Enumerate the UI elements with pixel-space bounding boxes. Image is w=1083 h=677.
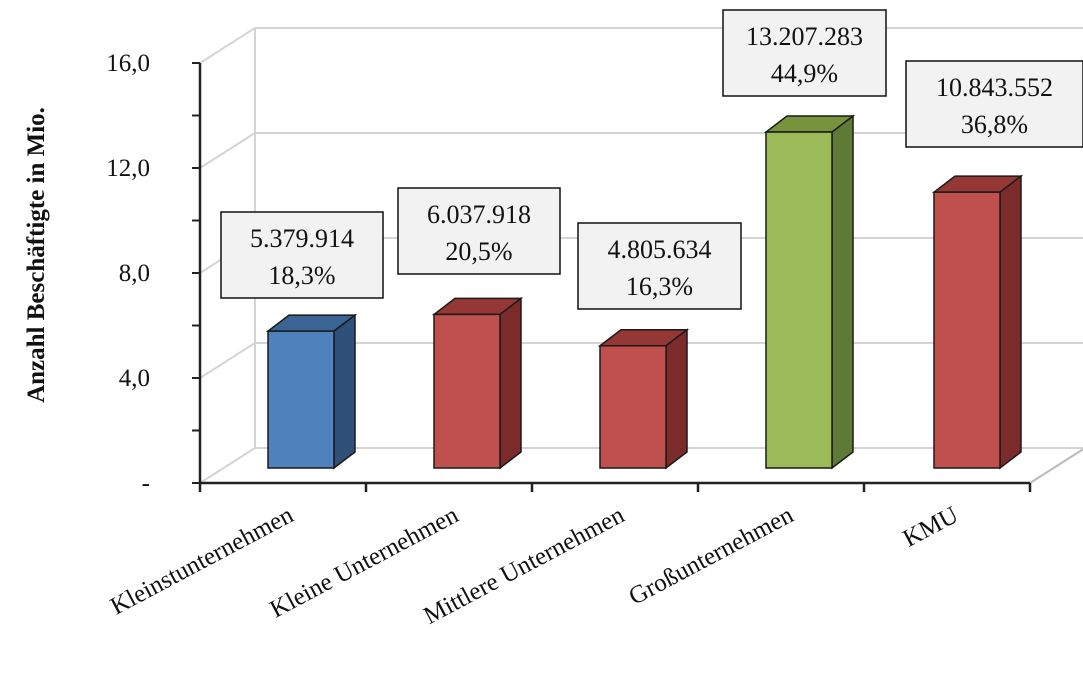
data-label: 10.843.552 36,8%: [905, 60, 1083, 148]
data-label-share: 44,9%: [771, 59, 838, 88]
data-label: 13.207.283 44,9%: [722, 9, 887, 97]
data-label-box: [397, 187, 561, 275]
side-gridline: [199, 342, 256, 379]
bar-side-face: [831, 114, 854, 470]
bar: [431, 296, 524, 470]
floor-edge: [1029, 448, 1083, 484]
bar-side-face: [333, 313, 356, 470]
data-label-count: 5.379.914: [250, 224, 354, 253]
data-label-box: [905, 60, 1083, 148]
data-label-count: 6.037.918: [427, 200, 531, 229]
data-label: 6.037.918 20,5%: [397, 187, 561, 275]
bar-front-face: [599, 345, 667, 469]
data-label-box: [220, 211, 384, 299]
y-axis-title: Anzahl Beschäftigte in Mio.: [23, 107, 50, 403]
y-tick-label: 12,0: [106, 155, 150, 182]
data-label-count: 4.805.634: [608, 235, 712, 264]
data-label-share: 16,3%: [626, 272, 693, 301]
bars: [265, 114, 1024, 470]
data-label-share: 20,5%: [445, 237, 512, 266]
y-tick-label: 4,0: [119, 365, 150, 392]
y-tick-label: 16,0: [106, 50, 150, 77]
bar-front-face: [433, 313, 501, 469]
bar: [763, 114, 856, 470]
y-tick-label: 8,0: [119, 260, 150, 287]
x-category-label: KMU: [899, 501, 963, 552]
y-axis-ticks: - 4,0 8,0 12,0 16,0: [106, 50, 150, 497]
side-gridline: [199, 27, 256, 64]
bar-front-face: [267, 330, 335, 469]
data-labels: 5.379.914 18,3% 6.037.918 20,5% 4.805.634 16,…: [220, 9, 1083, 310]
bar: [265, 313, 358, 470]
data-label-box: [722, 9, 887, 97]
y-tick-label: -: [142, 470, 150, 497]
side-gridline: [199, 447, 256, 484]
data-label-box: [577, 222, 742, 310]
x-category-label: Großunternehmen: [625, 501, 799, 610]
data-label-share: 18,3%: [268, 261, 335, 290]
bar-side-face: [499, 296, 522, 470]
data-label-count: 10.843.552: [936, 73, 1053, 102]
axes: [192, 62, 1032, 492]
data-label-count: 13.207.283: [746, 22, 863, 51]
bar-front-face: [933, 191, 1001, 469]
bar-side-face: [999, 174, 1022, 470]
data-label: 5.379.914 18,3%: [220, 211, 384, 299]
bar: [597, 328, 690, 470]
bar: [931, 174, 1024, 470]
side-gridline: [199, 132, 256, 169]
bar-front-face: [765, 131, 833, 469]
data-label-share: 36,8%: [961, 110, 1028, 139]
data-label: 4.805.634 16,3%: [577, 222, 742, 310]
bar-side-face: [665, 328, 688, 470]
